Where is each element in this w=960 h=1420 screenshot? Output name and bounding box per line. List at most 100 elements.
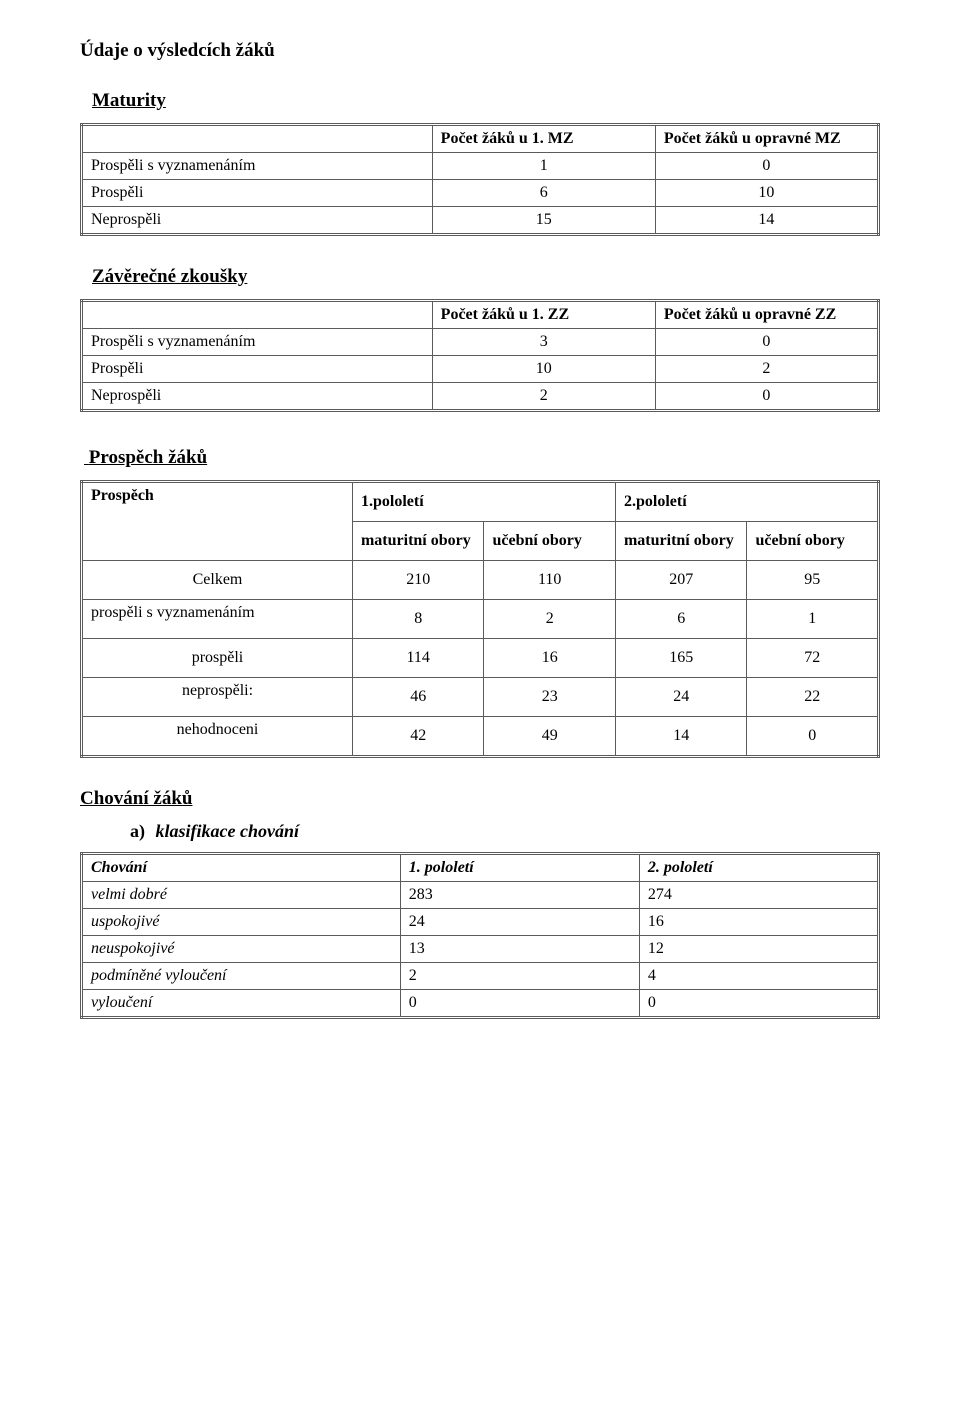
chovani-heading: Chování žáků <box>80 788 880 810</box>
cell: 23 <box>484 678 616 717</box>
row-label: prospěli <box>82 639 353 678</box>
table-row: vyloučení 0 0 <box>82 990 879 1018</box>
cell: 0 <box>655 329 878 356</box>
zaver-table: Počet žáků u 1. ZZ Počet žáků u opravné … <box>80 299 880 412</box>
table-row: Prospěli 10 2 <box>82 356 879 383</box>
row-label: nehodnoceni <box>82 717 353 757</box>
table-row: Celkem 210 110 207 95 <box>82 561 879 600</box>
cell: 114 <box>352 639 484 678</box>
cell: 2 <box>432 383 655 411</box>
row-label: Celkem <box>82 561 353 600</box>
col-subheader: maturitní obory <box>352 522 484 561</box>
cell: 95 <box>747 561 879 600</box>
cell: 16 <box>484 639 616 678</box>
col-header: 1.pololetí <box>352 482 615 522</box>
cell: 0 <box>655 383 878 411</box>
table-row: Prospěch 1.pololetí 2.pololetí <box>82 482 879 522</box>
cell: 72 <box>747 639 879 678</box>
prospech-table: Prospěch 1.pololetí 2.pololetí maturitní… <box>80 480 880 758</box>
col-header: 1. pololetí <box>400 854 639 882</box>
table-row: velmi dobré 283 274 <box>82 882 879 909</box>
cell: 165 <box>615 639 747 678</box>
cell: 0 <box>747 717 879 757</box>
col-header: Počet žáků u opravné ZZ <box>655 301 878 329</box>
cell: 3 <box>432 329 655 356</box>
cell: 15 <box>432 207 655 235</box>
cell: 6 <box>432 180 655 207</box>
cell: 1 <box>432 153 655 180</box>
cell: 110 <box>484 561 616 600</box>
chovani-table: Chování 1. pololetí 2. pololetí velmi do… <box>80 852 880 1019</box>
row-label: Prospěli <box>82 180 433 207</box>
cell: 14 <box>615 717 747 757</box>
col-header: Chování <box>82 854 401 882</box>
maturity-heading: Maturity <box>92 90 880 112</box>
maturity-table: Počet žáků u 1. MZ Počet žáků u opravné … <box>80 123 880 236</box>
cell: 4 <box>639 963 878 990</box>
table-row: Prospěli s vyznamenáním 3 0 <box>82 329 879 356</box>
row-label: Prospěli <box>82 356 433 383</box>
cell: 24 <box>400 909 639 936</box>
cell: 1 <box>747 600 879 639</box>
table-row: Prospěli 6 10 <box>82 180 879 207</box>
table-row: Chování 1. pololetí 2. pololetí <box>82 854 879 882</box>
cell: 0 <box>400 990 639 1018</box>
cell: 22 <box>747 678 879 717</box>
row-label: neprospěli: <box>82 678 353 717</box>
cell: 13 <box>400 936 639 963</box>
table-row: Prospěli s vyznamenáním 1 0 <box>82 153 879 180</box>
table-row: Počet žáků u 1. MZ Počet žáků u opravné … <box>82 125 879 153</box>
col-subheader: učební obory <box>747 522 879 561</box>
row-label: vyloučení <box>82 990 401 1018</box>
cell: 210 <box>352 561 484 600</box>
cell: 49 <box>484 717 616 757</box>
cell: 283 <box>400 882 639 909</box>
col-header: Počet žáků u 1. ZZ <box>432 301 655 329</box>
table-row: nehodnoceni 42 49 14 0 <box>82 717 879 757</box>
cell: 42 <box>352 717 484 757</box>
table-row: prospěli s vyznamenáním 8 2 6 1 <box>82 600 879 639</box>
prospech-heading: Prospěch žáků <box>84 447 880 469</box>
cell: 8 <box>352 600 484 639</box>
row-label: neuspokojivé <box>82 936 401 963</box>
cell: 0 <box>639 990 878 1018</box>
col-subheader: maturitní obory <box>615 522 747 561</box>
cell: 14 <box>655 207 878 235</box>
table-row: Neprospěli 15 14 <box>82 207 879 235</box>
cell: 16 <box>639 909 878 936</box>
table-row: Neprospěli 2 0 <box>82 383 879 411</box>
table-row: Počet žáků u 1. ZZ Počet žáků u opravné … <box>82 301 879 329</box>
cell: 6 <box>615 600 747 639</box>
row-label: prospěli s vyznamenáním <box>82 600 353 639</box>
table-row: uspokojivé 24 16 <box>82 909 879 936</box>
row-label: Prospěli s vyznamenáním <box>82 153 433 180</box>
page-title: Údaje o výsledcích žáků <box>80 40 880 62</box>
list-label: klasifikace chování <box>156 821 299 841</box>
cell: 10 <box>432 356 655 383</box>
cell: 2 <box>400 963 639 990</box>
row-label: Neprospěli <box>82 207 433 235</box>
cell: 10 <box>655 180 878 207</box>
cell: 0 <box>655 153 878 180</box>
col-header: Počet žáků u 1. MZ <box>432 125 655 153</box>
row-label: podmíněné vyloučení <box>82 963 401 990</box>
table-row: neprospěli: 46 23 24 22 <box>82 678 879 717</box>
row-label: Neprospěli <box>82 383 433 411</box>
table-row: neuspokojivé 13 12 <box>82 936 879 963</box>
cell: 12 <box>639 936 878 963</box>
cell: 274 <box>639 882 878 909</box>
cell: 24 <box>615 678 747 717</box>
table-row: prospěli 114 16 165 72 <box>82 639 879 678</box>
col-header: 2.pololetí <box>615 482 878 522</box>
cell: 207 <box>615 561 747 600</box>
cell: 2 <box>655 356 878 383</box>
row-label: Prospěli s vyznamenáním <box>82 329 433 356</box>
classification-item: a) klasifikace chování <box>130 821 880 842</box>
col-header: 2. pololetí <box>639 854 878 882</box>
cell: 2 <box>484 600 616 639</box>
table-row: podmíněné vyloučení 2 4 <box>82 963 879 990</box>
zaver-heading: Závěrečné zkoušky <box>92 266 880 288</box>
col-header: Počet žáků u opravné MZ <box>655 125 878 153</box>
row-label: uspokojivé <box>82 909 401 936</box>
col-subheader: učební obory <box>484 522 616 561</box>
